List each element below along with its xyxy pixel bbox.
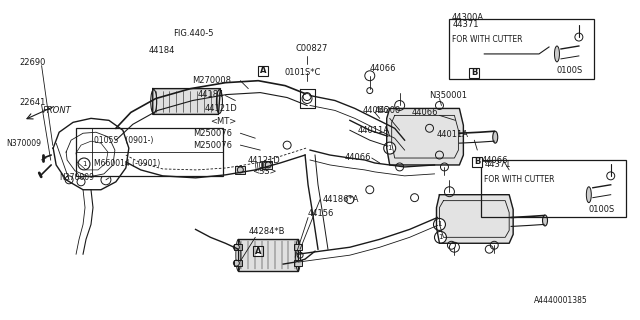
Text: 44011A: 44011A — [436, 130, 468, 139]
Text: 44066: 44066 — [412, 108, 438, 117]
Text: 1: 1 — [82, 161, 86, 167]
Bar — [294, 244, 302, 250]
Text: 22690: 22690 — [19, 58, 45, 67]
Text: 22641: 22641 — [19, 98, 45, 107]
Bar — [236, 166, 245, 174]
Text: A: A — [255, 247, 262, 256]
Bar — [262, 161, 272, 169]
Bar — [253, 246, 263, 256]
Polygon shape — [153, 89, 220, 114]
Text: <SS>: <SS> — [252, 167, 276, 176]
Text: FOR WITH CUTTER: FOR WITH CUTTER — [452, 35, 523, 44]
Text: 0100S: 0100S — [557, 66, 583, 75]
Bar — [234, 260, 243, 266]
Bar — [449, 19, 594, 79]
Text: 44156: 44156 — [308, 209, 335, 218]
Text: 0105S   (0901-): 0105S (0901-) — [94, 136, 154, 145]
Circle shape — [433, 219, 445, 230]
Text: <MT>: <MT> — [211, 117, 237, 126]
Ellipse shape — [493, 131, 498, 143]
Bar — [294, 260, 302, 266]
Text: 44186*A: 44186*A — [323, 195, 360, 204]
Circle shape — [78, 158, 90, 170]
Circle shape — [435, 231, 447, 243]
Circle shape — [384, 142, 396, 154]
Text: 44200: 44200 — [375, 106, 401, 115]
Text: 44066: 44066 — [370, 64, 396, 73]
Text: 1: 1 — [437, 221, 442, 228]
Text: FOR WITH CUTTER: FOR WITH CUTTER — [484, 175, 555, 184]
Text: FRONT: FRONT — [44, 106, 72, 115]
Text: 44184: 44184 — [198, 90, 224, 99]
Text: B: B — [474, 157, 481, 166]
Polygon shape — [436, 195, 513, 243]
Text: 44300A: 44300A — [451, 13, 484, 22]
Text: 44371: 44371 — [452, 20, 479, 29]
Bar — [472, 157, 483, 167]
Text: 0101S*C: 0101S*C — [284, 68, 321, 77]
Text: 44371: 44371 — [484, 160, 511, 170]
Bar — [481, 160, 626, 218]
Text: 44066: 44066 — [345, 153, 371, 162]
Text: M660014 (-0901): M660014 (-0901) — [94, 159, 160, 168]
Polygon shape — [387, 108, 463, 165]
Ellipse shape — [543, 215, 547, 226]
Text: N350001: N350001 — [429, 91, 468, 100]
Ellipse shape — [554, 46, 559, 62]
Text: C00827: C00827 — [295, 44, 328, 53]
Text: 44121D: 44121D — [205, 104, 237, 113]
Text: 44284*B: 44284*B — [248, 227, 285, 236]
Bar — [259, 66, 268, 76]
Text: N370009: N370009 — [59, 173, 94, 182]
Text: 44066: 44066 — [481, 156, 508, 164]
Text: 1: 1 — [438, 234, 443, 240]
Text: M250076: M250076 — [193, 140, 232, 150]
Text: 44121D: 44121D — [247, 156, 280, 164]
Bar — [238, 239, 298, 271]
Text: M250076: M250076 — [193, 129, 232, 138]
Bar — [76, 128, 223, 176]
Text: 44184: 44184 — [148, 46, 175, 55]
Text: N370009: N370009 — [6, 139, 42, 148]
Text: B: B — [471, 68, 477, 77]
Bar — [234, 244, 243, 250]
Ellipse shape — [586, 187, 591, 203]
Text: 44011A: 44011A — [358, 126, 390, 135]
Text: A4440001385: A4440001385 — [534, 296, 588, 305]
Bar — [469, 68, 479, 78]
Text: 1: 1 — [387, 145, 392, 151]
Text: FIG.440-5: FIG.440-5 — [173, 28, 213, 38]
Text: 44066: 44066 — [363, 106, 389, 115]
Text: 0100S: 0100S — [589, 205, 615, 214]
Text: A: A — [260, 66, 266, 75]
Text: M270008: M270008 — [193, 76, 232, 85]
